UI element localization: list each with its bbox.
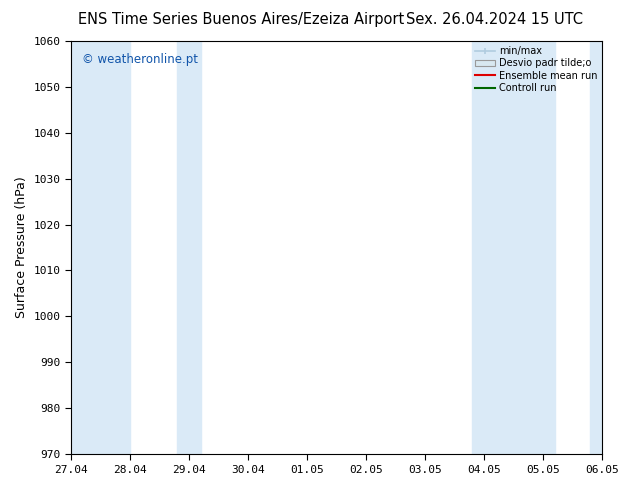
Bar [514, 41, 555, 454]
Text: Sex. 26.04.2024 15 UTC: Sex. 26.04.2024 15 UTC [406, 12, 583, 27]
Text: ENS Time Series Buenos Aires/Ezeiza Airport: ENS Time Series Buenos Aires/Ezeiza Airp… [78, 12, 404, 27]
Bar [472, 41, 514, 454]
Legend: min/max, Desvio padr tilde;o, Ensemble mean run, Controll run: min/max, Desvio padr tilde;o, Ensemble m… [474, 44, 599, 95]
Y-axis label: Surface Pressure (hPa): Surface Pressure (hPa) [15, 176, 28, 318]
Bar [177, 41, 201, 454]
Text: © weatheronline.pt: © weatheronline.pt [82, 53, 198, 67]
Bar [590, 41, 631, 454]
Bar [41, 41, 130, 454]
